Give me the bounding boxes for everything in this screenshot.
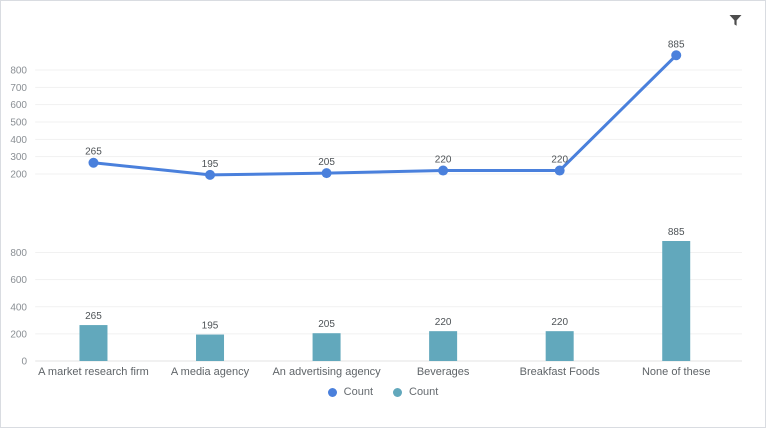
legend-item-line-count[interactable]: Count [327, 386, 373, 398]
point-value-label: 220 [435, 155, 452, 166]
filter-button[interactable] [727, 11, 745, 29]
bar-value-label: 195 [202, 321, 219, 332]
point-value-label: 265 [85, 147, 102, 158]
y-axis-tick-label: 500 [10, 118, 27, 129]
y-axis-tick-label: 600 [10, 275, 27, 286]
bar-value-label: 220 [435, 317, 452, 328]
y-axis-tick-label: 400 [10, 302, 27, 313]
point-value-label: 205 [318, 157, 335, 168]
bar[interactable] [545, 331, 574, 361]
category-label: A media agency [171, 366, 250, 378]
category-label: An advertising agency [272, 366, 381, 378]
line-chart: 200 300 400 500 600 700 800 265 195 205 220 220 885 [10, 39, 742, 181]
line-point[interactable] [438, 165, 449, 176]
line-point[interactable] [88, 157, 99, 168]
line-point[interactable] [205, 169, 216, 180]
point-value-label: 195 [202, 159, 219, 170]
y-axis-tick-label: 400 [10, 135, 27, 146]
y-axis-tick-label: 800 [10, 248, 27, 259]
category-label: A market research firm [38, 366, 149, 378]
point-value-label: 885 [668, 39, 685, 50]
y-axis-tick-label: 300 [10, 152, 27, 163]
bar-chart: 0 200 400 600 800 265 195 205 220 220 885 [10, 227, 742, 368]
y-axis-tick-label: 200 [10, 170, 27, 181]
bar[interactable] [662, 241, 691, 361]
legend-label: Count [409, 386, 439, 398]
y-axis-tick-label: 600 [10, 100, 27, 111]
legend-swatch-icon [327, 387, 337, 397]
legend-label: Count [343, 386, 373, 398]
line-series-count [91, 53, 678, 177]
bar-value-label: 885 [668, 227, 685, 238]
filter-icon [729, 14, 742, 26]
y-axis-tick-label: 800 [10, 66, 27, 77]
bar[interactable] [196, 334, 225, 361]
category-label: Beverages [417, 366, 470, 378]
chart-legend: Count Count [1, 386, 765, 398]
bar-value-label: 265 [85, 311, 102, 322]
bar[interactable] [79, 325, 108, 361]
category-label: Breakfast Foods [520, 366, 601, 378]
category-axis: A market research firm A media agency An a… [38, 366, 710, 378]
bar-value-label: 205 [318, 319, 335, 330]
point-value-label: 220 [551, 155, 568, 166]
bar[interactable] [312, 333, 341, 361]
line-point[interactable] [671, 50, 682, 61]
line-point[interactable] [554, 165, 565, 176]
y-axis-tick-label: 200 [10, 329, 27, 340]
y-axis-tick-label: 700 [10, 83, 27, 94]
bar[interactable] [429, 331, 458, 361]
category-label: None of these [642, 366, 711, 378]
y-axis-tick-label: 0 [21, 357, 27, 368]
line-point[interactable] [321, 168, 332, 179]
legend-swatch-icon [393, 387, 402, 397]
bar-value-label: 220 [551, 317, 568, 328]
legend-item-bar-count[interactable]: Count [393, 386, 438, 398]
